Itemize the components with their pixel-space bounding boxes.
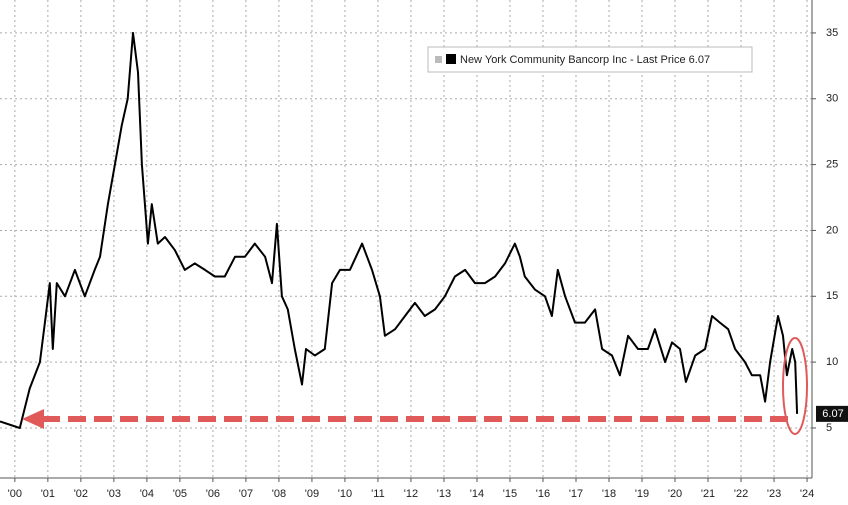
legend-label: New York Community Bancorp Inc - Last Pr… xyxy=(460,54,710,66)
x-tick-label: '02 xyxy=(74,488,88,500)
axis-labels: 5 10 15 20 25 30 35 '00 '01 '02 '03 '04 '05 '06 '07 '08… xyxy=(8,27,848,500)
price-line xyxy=(0,31,799,429)
arrow-head xyxy=(22,409,44,429)
x-tick-label: '20 xyxy=(668,488,682,500)
x-tick-label: '16 xyxy=(536,488,550,500)
x-tick-label: '11 xyxy=(371,488,385,500)
y-tick-label: 25 xyxy=(826,159,838,171)
x-tick-label: '04 xyxy=(140,488,154,500)
y-tick-label: 20 xyxy=(826,224,838,236)
legend-marker xyxy=(435,56,442,63)
y-tick-label: 5 xyxy=(826,422,832,434)
x-tick-label: '14 xyxy=(470,488,484,500)
x-tick-label: '12 xyxy=(404,488,418,500)
x-tick-label: '06 xyxy=(206,488,220,500)
x-tick-label: '08 xyxy=(272,488,286,500)
x-tick-label: '21 xyxy=(701,488,715,500)
legend: New York Community Bancorp Inc - Last Pr… xyxy=(427,46,753,73)
y-tick-label: 10 xyxy=(826,356,838,368)
x-tick-label: '23 xyxy=(767,488,781,500)
annotation xyxy=(22,337,808,435)
x-tick-label: '03 xyxy=(107,488,121,500)
y-tick-label: 35 xyxy=(826,27,838,39)
y-tick-label: 30 xyxy=(826,93,838,105)
x-tick-label: '09 xyxy=(305,488,319,500)
x-tick-label: '05 xyxy=(173,488,187,500)
x-tick-label: '19 xyxy=(635,488,649,500)
x-tick-label: '13 xyxy=(437,488,451,500)
x-tick-label: '00 xyxy=(8,488,22,500)
plot-area xyxy=(0,31,799,429)
legend-box xyxy=(427,46,753,73)
x-tick-label: '18 xyxy=(602,488,616,500)
x-tick-label: '15 xyxy=(503,488,517,500)
x-tick-label: '22 xyxy=(734,488,748,500)
grid xyxy=(0,0,812,478)
x-tick-label: '17 xyxy=(569,488,583,500)
last-price-label: 6.07 xyxy=(822,408,843,420)
y-tick-label: 15 xyxy=(826,290,838,302)
x-tick-label: '01 xyxy=(41,488,55,500)
highlight-ellipse xyxy=(782,337,808,435)
x-tick-label: '24 xyxy=(800,488,814,500)
legend-swatch xyxy=(446,54,456,64)
x-tick-label: '07 xyxy=(239,488,253,500)
x-tick-label: '10 xyxy=(338,488,352,500)
last-price-box xyxy=(816,405,848,422)
